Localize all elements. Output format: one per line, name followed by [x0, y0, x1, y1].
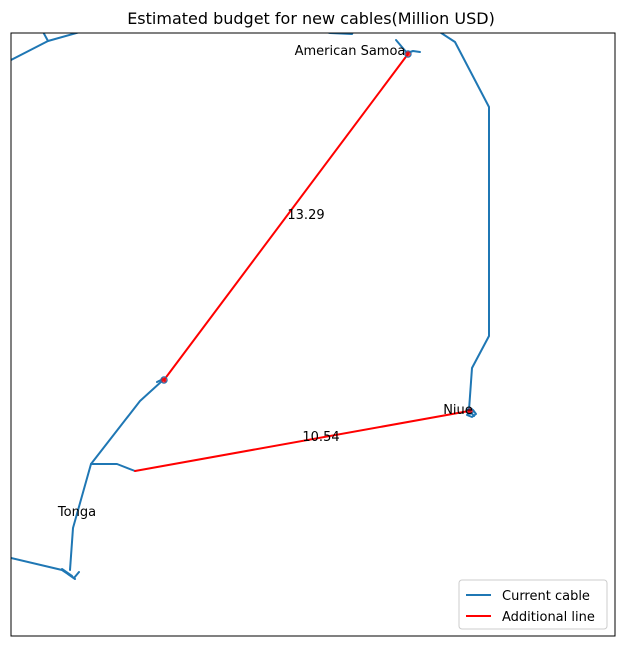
place-label-american-samoa: American Samoa [295, 44, 406, 59]
legend: Current cable Additional line [458, 579, 608, 630]
current-cable-network [11, 33, 490, 580]
endpoint-niue [466, 407, 474, 415]
additional-line-network [134, 53, 470, 472]
current-cable-west-trunk [69, 380, 163, 571]
current-cable-northwest-spur [42, 33, 49, 42]
endpoint-american-samoa [404, 50, 412, 58]
current-cable-east-trunk [439, 33, 490, 417]
endpoint-north-landing [160, 376, 168, 384]
place-label-tonga: Tonga [57, 505, 96, 520]
place-label-niue: Niue [443, 403, 473, 418]
current-cable-tonga-landing [61, 568, 76, 580]
map-plot-area: American Samoa Niue Tonga 13.29 10.54 [11, 33, 490, 580]
map-title: Estimated budget for new cables(Million … [127, 9, 495, 28]
plot-frame [10, 32, 616, 637]
budget-label-niue-line: 10.54 [302, 430, 339, 445]
legend-label-additional-line: Additional line [502, 610, 595, 625]
line-endpoints [160, 50, 474, 415]
additional-line-niue [134, 410, 470, 472]
additional-line-american-samoa [163, 53, 409, 381]
budget-label-samoa-line: 13.29 [287, 208, 324, 223]
legend-label-current-cable: Current cable [502, 589, 590, 604]
current-cable-west-spur [90, 463, 136, 472]
legend-box [458, 579, 608, 630]
